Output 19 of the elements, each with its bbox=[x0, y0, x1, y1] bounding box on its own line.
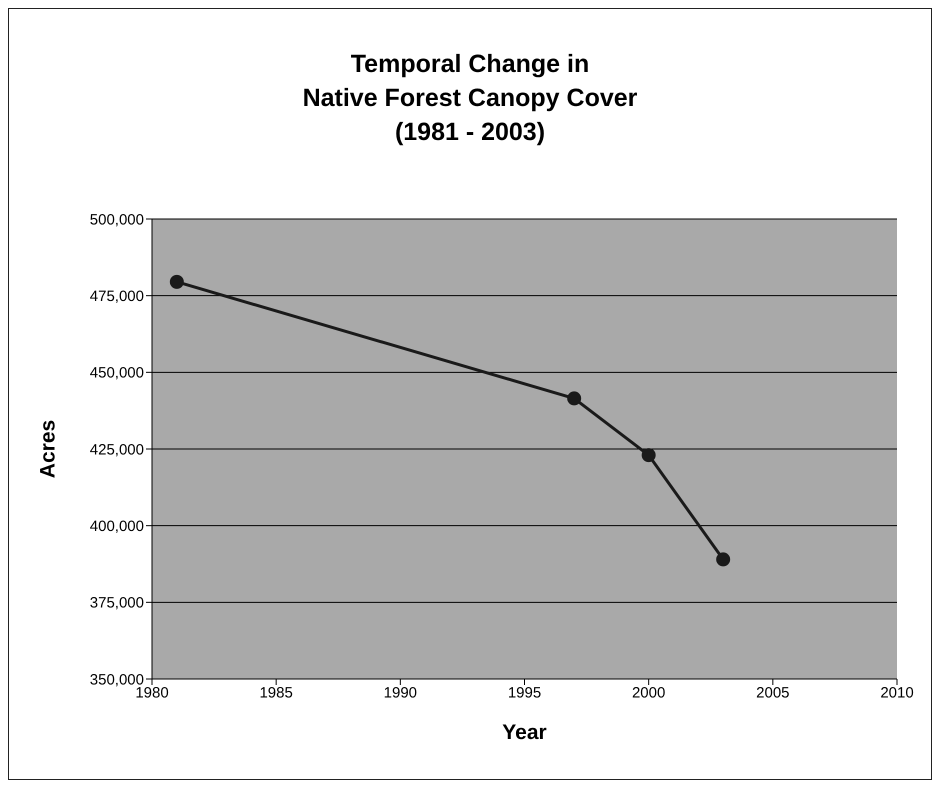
point bbox=[642, 448, 656, 462]
y-tick-label: 450,000 bbox=[90, 364, 144, 382]
point bbox=[170, 274, 184, 289]
y-tick-label: 425,000 bbox=[90, 441, 144, 458]
y-tick-label: 400,000 bbox=[90, 518, 144, 535]
x-tick-label: 1990 bbox=[384, 684, 418, 702]
x-tick-label: 2005 bbox=[756, 684, 790, 702]
x-axis-title: Year bbox=[502, 721, 547, 744]
y-axis-title: Acres bbox=[36, 420, 60, 478]
point bbox=[567, 391, 582, 406]
point bbox=[716, 552, 730, 566]
x-tick-label: 1995 bbox=[508, 684, 542, 702]
y-tick-label: 500,000 bbox=[90, 211, 144, 228]
x-tick-label: 2010 bbox=[880, 684, 914, 702]
chart-title: Temporal Change in Native Forest Canopy Cover (1981 - 2003) bbox=[302, 49, 638, 148]
y-tick-label: 475,000 bbox=[90, 288, 144, 305]
x-tick-label: 1985 bbox=[259, 684, 293, 702]
y-tick-label: 375,000 bbox=[90, 594, 144, 612]
x-tick-label: 2000 bbox=[632, 684, 666, 702]
